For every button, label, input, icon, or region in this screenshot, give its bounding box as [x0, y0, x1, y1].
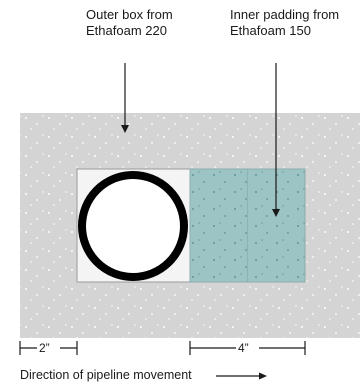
- dimension-line-2in: [19, 341, 78, 355]
- inner-padding-label: Inner padding from Ethafoam 150: [230, 7, 340, 38]
- dimension-label-4in: 4”: [238, 341, 249, 355]
- direction-label: Direction of pipeline movement: [20, 368, 192, 382]
- outer-box-arrow: [121, 63, 129, 133]
- inner-padding-arrow: [272, 63, 280, 217]
- inner-padding-block: [189, 168, 306, 283]
- outer-box-label: Outer box from Ethafoam 220: [86, 7, 173, 38]
- dimension-label-2in: 2”: [39, 341, 50, 355]
- direction-arrow: [216, 372, 267, 380]
- pipe-cross-section: [78, 171, 188, 281]
- dimension-line-4in: [189, 341, 306, 355]
